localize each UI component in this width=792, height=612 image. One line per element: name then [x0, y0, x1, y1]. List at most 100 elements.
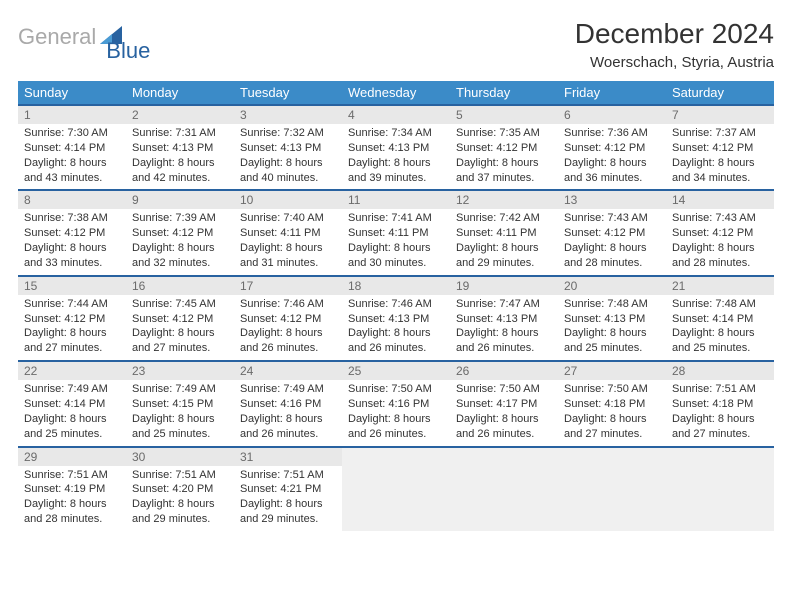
calendar-cell: 11Sunrise: 7:41 AMSunset: 4:11 PMDayligh…: [342, 190, 450, 275]
day-number: 7: [666, 106, 774, 124]
logo: General Blue: [18, 24, 150, 50]
weekday-header: Wednesday: [342, 81, 450, 105]
day-number: 29: [18, 448, 126, 466]
day-details: Sunrise: 7:34 AMSunset: 4:13 PMDaylight:…: [342, 124, 450, 189]
day-details: Sunrise: 7:42 AMSunset: 4:11 PMDaylight:…: [450, 209, 558, 274]
day-details: Sunrise: 7:48 AMSunset: 4:14 PMDaylight:…: [666, 295, 774, 360]
weekday-header: Tuesday: [234, 81, 342, 105]
calendar-cell: 13Sunrise: 7:43 AMSunset: 4:12 PMDayligh…: [558, 190, 666, 275]
calendar-cell: 15Sunrise: 7:44 AMSunset: 4:12 PMDayligh…: [18, 276, 126, 361]
calendar-cell: 22Sunrise: 7:49 AMSunset: 4:14 PMDayligh…: [18, 361, 126, 446]
day-details: Sunrise: 7:50 AMSunset: 4:16 PMDaylight:…: [342, 380, 450, 445]
calendar-cell: 6Sunrise: 7:36 AMSunset: 4:12 PMDaylight…: [558, 105, 666, 190]
weekday-header: Saturday: [666, 81, 774, 105]
calendar-cell: 31Sunrise: 7:51 AMSunset: 4:21 PMDayligh…: [234, 447, 342, 531]
day-number: 26: [450, 362, 558, 380]
day-number: 20: [558, 277, 666, 295]
weekday-header: Monday: [126, 81, 234, 105]
calendar-cell: 3Sunrise: 7:32 AMSunset: 4:13 PMDaylight…: [234, 105, 342, 190]
calendar-cell: 17Sunrise: 7:46 AMSunset: 4:12 PMDayligh…: [234, 276, 342, 361]
day-details: Sunrise: 7:49 AMSunset: 4:16 PMDaylight:…: [234, 380, 342, 445]
page-title: December 2024: [575, 18, 774, 50]
calendar-cell: 8Sunrise: 7:38 AMSunset: 4:12 PMDaylight…: [18, 190, 126, 275]
day-details: Sunrise: 7:43 AMSunset: 4:12 PMDaylight:…: [666, 209, 774, 274]
calendar-cell: 12Sunrise: 7:42 AMSunset: 4:11 PMDayligh…: [450, 190, 558, 275]
day-number: 13: [558, 191, 666, 209]
calendar-row: 1Sunrise: 7:30 AMSunset: 4:14 PMDaylight…: [18, 105, 774, 190]
day-details: Sunrise: 7:36 AMSunset: 4:12 PMDaylight:…: [558, 124, 666, 189]
day-details: Sunrise: 7:51 AMSunset: 4:21 PMDaylight:…: [234, 466, 342, 531]
day-number: 4: [342, 106, 450, 124]
day-details: Sunrise: 7:50 AMSunset: 4:17 PMDaylight:…: [450, 380, 558, 445]
day-number: 18: [342, 277, 450, 295]
calendar-cell: 20Sunrise: 7:48 AMSunset: 4:13 PMDayligh…: [558, 276, 666, 361]
day-number: 17: [234, 277, 342, 295]
calendar-cell: 5Sunrise: 7:35 AMSunset: 4:12 PMDaylight…: [450, 105, 558, 190]
day-number: 24: [234, 362, 342, 380]
day-number: 3: [234, 106, 342, 124]
day-details: Sunrise: 7:49 AMSunset: 4:15 PMDaylight:…: [126, 380, 234, 445]
day-details: Sunrise: 7:47 AMSunset: 4:13 PMDaylight:…: [450, 295, 558, 360]
day-number: 31: [234, 448, 342, 466]
calendar-cell: 4Sunrise: 7:34 AMSunset: 4:13 PMDaylight…: [342, 105, 450, 190]
day-number: 22: [18, 362, 126, 380]
day-number: 14: [666, 191, 774, 209]
day-number: 5: [450, 106, 558, 124]
location: Woerschach, Styria, Austria: [575, 54, 774, 71]
calendar-table: Sunday Monday Tuesday Wednesday Thursday…: [18, 81, 774, 531]
weekday-header: Thursday: [450, 81, 558, 105]
day-number: 6: [558, 106, 666, 124]
calendar-cell: 28Sunrise: 7:51 AMSunset: 4:18 PMDayligh…: [666, 361, 774, 446]
weekday-header-row: Sunday Monday Tuesday Wednesday Thursday…: [18, 81, 774, 105]
day-details: Sunrise: 7:48 AMSunset: 4:13 PMDaylight:…: [558, 295, 666, 360]
day-number: 11: [342, 191, 450, 209]
calendar-cell: 16Sunrise: 7:45 AMSunset: 4:12 PMDayligh…: [126, 276, 234, 361]
day-number: 27: [558, 362, 666, 380]
calendar-cell: 26Sunrise: 7:50 AMSunset: 4:17 PMDayligh…: [450, 361, 558, 446]
day-number: 8: [18, 191, 126, 209]
day-details: Sunrise: 7:46 AMSunset: 4:13 PMDaylight:…: [342, 295, 450, 360]
day-details: Sunrise: 7:40 AMSunset: 4:11 PMDaylight:…: [234, 209, 342, 274]
day-number: 15: [18, 277, 126, 295]
weekday-header: Friday: [558, 81, 666, 105]
day-number: 10: [234, 191, 342, 209]
day-details: Sunrise: 7:51 AMSunset: 4:19 PMDaylight:…: [18, 466, 126, 531]
calendar-cell: [558, 447, 666, 531]
day-details: Sunrise: 7:49 AMSunset: 4:14 PMDaylight:…: [18, 380, 126, 445]
calendar-cell: 2Sunrise: 7:31 AMSunset: 4:13 PMDaylight…: [126, 105, 234, 190]
calendar-cell: 1Sunrise: 7:30 AMSunset: 4:14 PMDaylight…: [18, 105, 126, 190]
logo-text-general: General: [18, 24, 96, 50]
calendar-cell: 21Sunrise: 7:48 AMSunset: 4:14 PMDayligh…: [666, 276, 774, 361]
calendar-row: 15Sunrise: 7:44 AMSunset: 4:12 PMDayligh…: [18, 276, 774, 361]
calendar-cell: 7Sunrise: 7:37 AMSunset: 4:12 PMDaylight…: [666, 105, 774, 190]
day-number: 9: [126, 191, 234, 209]
calendar-cell: 18Sunrise: 7:46 AMSunset: 4:13 PMDayligh…: [342, 276, 450, 361]
day-details: Sunrise: 7:51 AMSunset: 4:18 PMDaylight:…: [666, 380, 774, 445]
day-number: 16: [126, 277, 234, 295]
calendar-row: 29Sunrise: 7:51 AMSunset: 4:19 PMDayligh…: [18, 447, 774, 531]
calendar-row: 22Sunrise: 7:49 AMSunset: 4:14 PMDayligh…: [18, 361, 774, 446]
day-details: Sunrise: 7:44 AMSunset: 4:12 PMDaylight:…: [18, 295, 126, 360]
logo-text-blue: Blue: [106, 38, 150, 64]
day-details: Sunrise: 7:43 AMSunset: 4:12 PMDaylight:…: [558, 209, 666, 274]
day-details: Sunrise: 7:38 AMSunset: 4:12 PMDaylight:…: [18, 209, 126, 274]
calendar-cell: 27Sunrise: 7:50 AMSunset: 4:18 PMDayligh…: [558, 361, 666, 446]
day-details: Sunrise: 7:46 AMSunset: 4:12 PMDaylight:…: [234, 295, 342, 360]
calendar-cell: 10Sunrise: 7:40 AMSunset: 4:11 PMDayligh…: [234, 190, 342, 275]
day-details: Sunrise: 7:41 AMSunset: 4:11 PMDaylight:…: [342, 209, 450, 274]
calendar-cell: 24Sunrise: 7:49 AMSunset: 4:16 PMDayligh…: [234, 361, 342, 446]
calendar-cell: 19Sunrise: 7:47 AMSunset: 4:13 PMDayligh…: [450, 276, 558, 361]
day-number: 19: [450, 277, 558, 295]
day-number: 2: [126, 106, 234, 124]
day-details: Sunrise: 7:31 AMSunset: 4:13 PMDaylight:…: [126, 124, 234, 189]
day-details: Sunrise: 7:51 AMSunset: 4:20 PMDaylight:…: [126, 466, 234, 531]
day-number: 28: [666, 362, 774, 380]
calendar-cell: [666, 447, 774, 531]
calendar-cell: 25Sunrise: 7:50 AMSunset: 4:16 PMDayligh…: [342, 361, 450, 446]
header: General Blue December 2024 Woerschach, S…: [18, 18, 774, 71]
day-number: 12: [450, 191, 558, 209]
calendar-cell: 9Sunrise: 7:39 AMSunset: 4:12 PMDaylight…: [126, 190, 234, 275]
day-number: 23: [126, 362, 234, 380]
day-number: 30: [126, 448, 234, 466]
day-details: Sunrise: 7:30 AMSunset: 4:14 PMDaylight:…: [18, 124, 126, 189]
